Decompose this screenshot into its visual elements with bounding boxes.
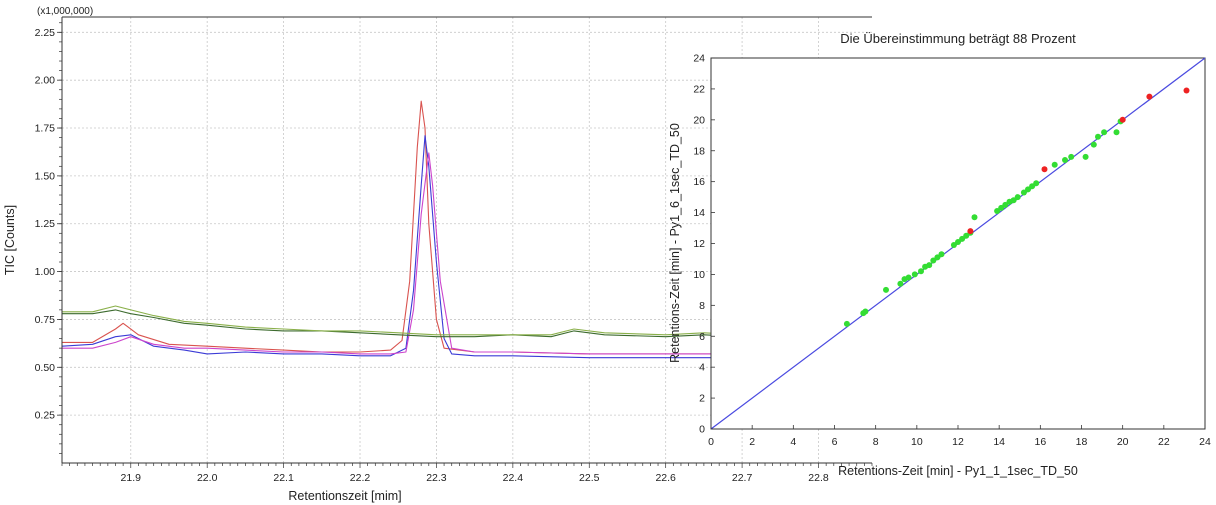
scatter-point-mismatch (967, 228, 974, 235)
scatter-title: Die Übereinstimmung beträgt 88 Prozent (840, 31, 1076, 46)
scatter-y-tick-label: 8 (699, 300, 705, 312)
chromatogram-x-tick-label: 22.1 (273, 472, 294, 484)
scatter-y-tick-label: 22 (693, 83, 705, 95)
scatter-point-match (1051, 161, 1058, 168)
chromatogram-y-tick-label: 0.50 (35, 362, 56, 374)
chromatogram-grid (62, 17, 872, 463)
chromatogram-scale-note: (x1,000,000) (37, 6, 93, 17)
chromatogram-trace-magenta (62, 152, 873, 357)
scatter-y-tick-label: 12 (693, 238, 705, 250)
scatter-point-mismatch (1183, 87, 1190, 94)
scatter-point-match (998, 204, 1005, 211)
scatter-point-match (963, 232, 970, 239)
scatter-point-match (955, 239, 961, 245)
scatter-y-tick-label: 10 (693, 269, 705, 281)
scatter-point-match (1025, 186, 1031, 193)
chromatogram-y-ticks: 0.25 0.50 0.75 1.00 1.25 1.50 1.75 2.00 2.25 (35, 22, 62, 454)
scatter-point-match (1033, 180, 1040, 187)
scatter-x-ticks: 0 2 4 6 8 10 12 14 16 18 20 22 24 (708, 425, 1211, 448)
chromatogram-y-tick-label: 2.25 (35, 27, 56, 39)
scatter-x-tick-label: 12 (952, 436, 964, 448)
scatter-point-match (1101, 129, 1108, 136)
scatter-point-match (897, 280, 904, 287)
scatter-point-mismatch (1146, 93, 1153, 100)
scatter-point-match (918, 268, 924, 275)
scatter-point-mismatch (1119, 116, 1126, 123)
scatter-point-match (911, 271, 918, 278)
scatter-point-match (1014, 194, 1021, 201)
chromatogram-y-tick-label: 1.50 (35, 170, 56, 182)
scatter-point-match (1062, 157, 1068, 163)
scatter-point-mismatch (1041, 166, 1048, 173)
scatter-point-match (1090, 141, 1097, 148)
chromatogram-y-tick-label: 1.00 (35, 266, 56, 278)
scatter-point-match (1082, 153, 1089, 160)
scatter-x-label: Retentions-Zeit [min] - Py1_1_1sec_TD_50 (838, 464, 1078, 478)
scatter-point-match (1002, 201, 1009, 208)
scatter-x-tick-label: 2 (749, 436, 755, 448)
scatter-point-match (843, 320, 850, 327)
chromatogram-x-tick-label: 22.2 (350, 472, 371, 484)
scatter-chart: Die Übereinstimmung beträgt 88 Prozent 0… (668, 31, 1211, 478)
scatter-point-match (994, 208, 1001, 214)
scatter-point-match (1020, 189, 1027, 196)
chromatogram-y-tick-label: 0.75 (35, 314, 56, 326)
chromatogram-y-label: TIC [Counts] (3, 205, 17, 275)
scatter-y-tick-label: 2 (699, 393, 705, 405)
chromatogram-y-tick-label: 2.00 (35, 75, 56, 87)
scatter-y-tick-label: 6 (699, 331, 705, 343)
scatter-point-match (1010, 197, 1017, 204)
chromatogram-trace-blue (61, 135, 873, 361)
scatter-y-tick-label: 16 (693, 176, 705, 188)
chromatogram-x-tick-label: 22.3 (426, 472, 447, 484)
scatter-x-tick-label: 16 (1034, 436, 1046, 448)
scatter-x-tick-label: 6 (832, 436, 838, 448)
scatter-point-match (1113, 129, 1120, 136)
scatter-point-match (971, 214, 978, 221)
scatter-x-tick-label: 20 (1117, 436, 1129, 448)
scatter-x-tick-label: 4 (790, 436, 796, 448)
chromatogram-x-tick-label: 21.9 (121, 472, 142, 484)
scatter-x-tick-label: 22 (1158, 436, 1170, 448)
chromatogram-y-tick-label: 1.25 (35, 218, 56, 230)
scatter-x-tick-label: 10 (911, 436, 923, 448)
scatter-point-match (862, 308, 869, 315)
chromatogram-x-tick-label: 22.8 (808, 472, 829, 484)
scatter-point-match (930, 257, 937, 264)
scatter-point-match (934, 254, 941, 261)
scatter-y-tick-label: 0 (699, 424, 705, 436)
scatter-x-tick-label: 24 (1199, 436, 1211, 448)
scatter-x-tick-label: 8 (873, 436, 879, 448)
chromatogram-x-tick-label: 22.6 (655, 472, 676, 484)
chromatogram-x-ticks: 21.9 22.0 22.1 22.2 22.3 22.4 22.5 22.6 22.7 22.8 (61, 463, 873, 484)
scatter-point-match (1095, 133, 1101, 140)
scatter-point-match (950, 242, 957, 248)
scatter-y-label: Retentions-Zeit [min] - Py1_6_1sec_TD_50 (668, 123, 682, 363)
scatter-point-match (938, 251, 945, 258)
scatter-point-match (1068, 153, 1075, 160)
scatter-point-match (1029, 183, 1036, 190)
chromatogram-x-label: Retentionszeit [mim] (288, 489, 401, 503)
scatter-point-match (926, 262, 933, 269)
chromatogram-y-tick-label: 0.25 (35, 410, 56, 422)
chromatogram-x-tick-label: 22.7 (732, 472, 753, 484)
scatter-y-tick-label: 4 (699, 362, 705, 374)
chromatogram-x-tick-label: 22.5 (579, 472, 600, 484)
scatter-point-match (905, 274, 912, 281)
scatter-y-tick-label: 18 (693, 145, 705, 157)
scatter-x-tick-label: 14 (993, 436, 1005, 448)
scatter-point-match (959, 235, 966, 242)
scatter-point-match (883, 286, 889, 293)
scatter-y-tick-label: 20 (693, 114, 705, 126)
scatter-x-tick-label: 0 (708, 436, 714, 448)
chromatogram-x-tick-label: 22.4 (503, 472, 524, 484)
scatter-y-tick-label: 14 (693, 207, 705, 219)
chromatogram-x-tick-label: 22.0 (197, 472, 218, 484)
scatter-y-tick-label: 24 (693, 53, 705, 65)
chromatogram-y-tick-label: 1.75 (35, 123, 56, 135)
scatter-points (843, 87, 1190, 327)
scatter-x-tick-label: 18 (1076, 436, 1088, 448)
